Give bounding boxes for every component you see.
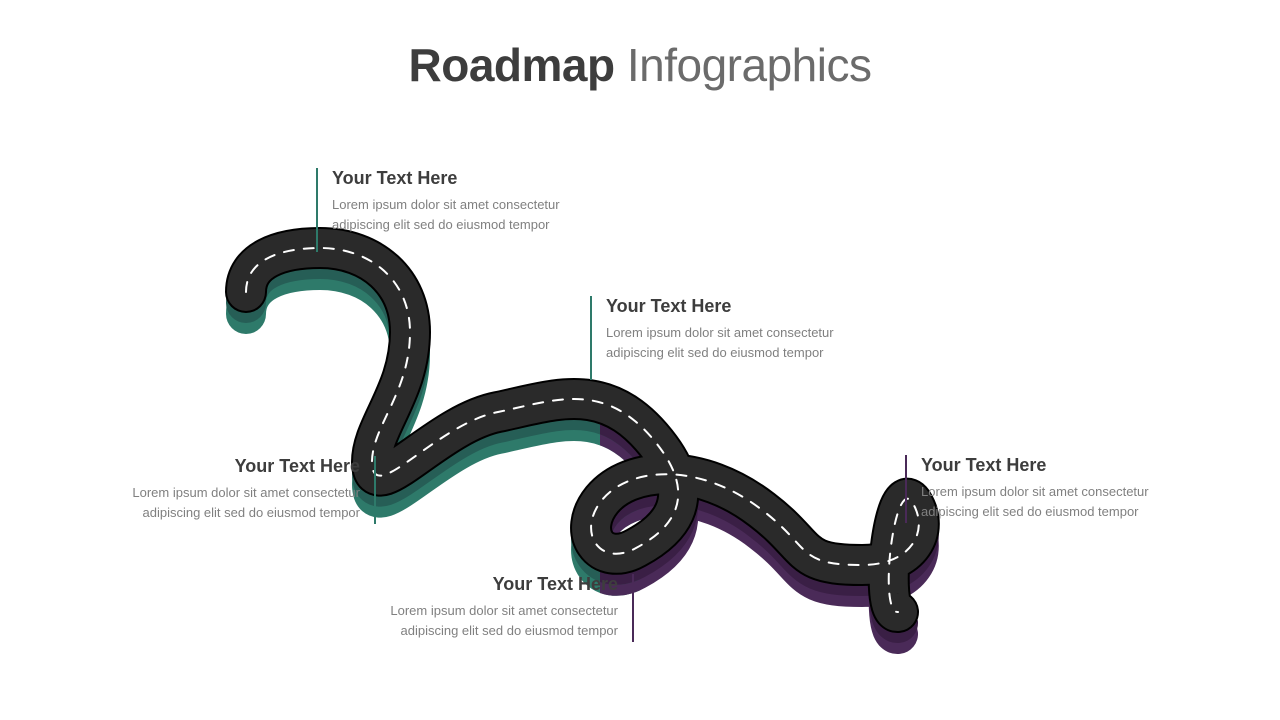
callout-c3: Your Text Here Lorem ipsum dolor sit amet… (100, 456, 376, 524)
callout-heading: Your Text Here (358, 574, 618, 595)
callout-body: Lorem ipsum dolor sit amet consectetur a… (921, 482, 1181, 522)
callout-body: Lorem ipsum dolor sit amet consectetur a… (100, 483, 360, 523)
callout-c2: Your Text Here Lorem ipsum dolor sit amet… (590, 296, 866, 380)
callout-body: Lorem ipsum dolor sit amet consectetur a… (606, 323, 866, 363)
callout-heading: Your Text Here (332, 168, 592, 189)
callout-c5: Your Text Here Lorem ipsum dolor sit amet… (358, 574, 634, 642)
callout-heading: Your Text Here (100, 456, 360, 477)
callout-c4: Your Text Here Lorem ipsum dolor sit amet… (905, 455, 1181, 523)
callout-heading: Your Text Here (606, 296, 866, 317)
callout-heading: Your Text Here (921, 455, 1181, 476)
callout-body: Lorem ipsum dolor sit amet consectetur a… (358, 601, 618, 641)
callout-c1: Your Text Here Lorem ipsum dolor sit amet… (316, 168, 592, 252)
callout-body: Lorem ipsum dolor sit amet consectetur a… (332, 195, 592, 235)
